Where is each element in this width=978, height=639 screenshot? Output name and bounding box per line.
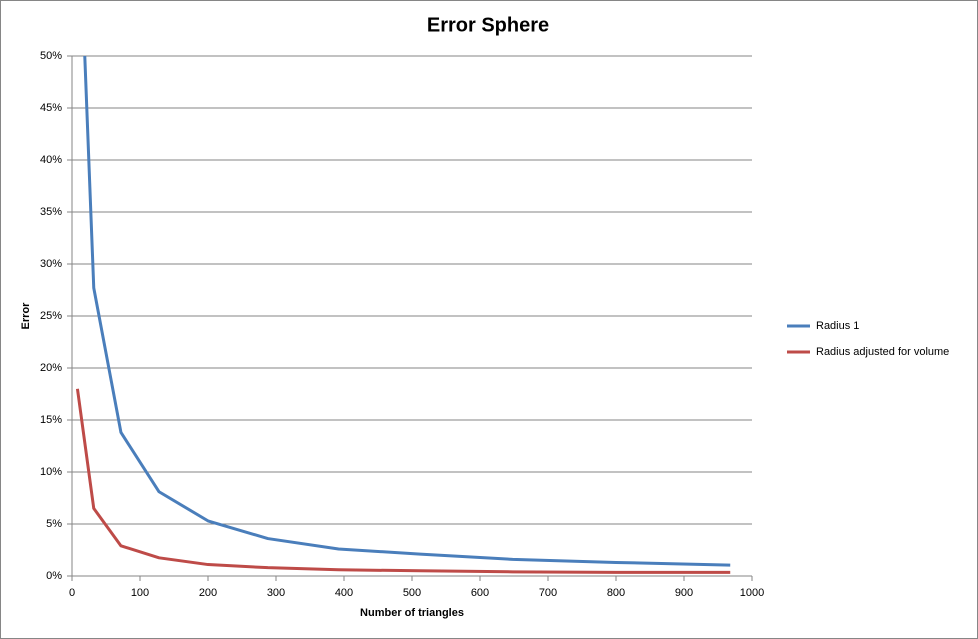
x-tick-label: 900 (675, 587, 693, 599)
x-tick-label: 800 (607, 587, 625, 599)
y-tick-label: 45% (40, 102, 62, 114)
x-tick-label: 400 (335, 587, 353, 599)
x-tick-label: 200 (199, 587, 217, 599)
x-tick-label: 0 (69, 587, 75, 599)
legend-label: Radius adjusted for volume (816, 346, 949, 358)
y-tick-label: 10% (40, 466, 62, 478)
y-tick-label: 40% (40, 154, 62, 166)
y-tick-label: 15% (40, 414, 62, 426)
x-tick-label: 700 (539, 587, 557, 599)
y-tick-label: 30% (40, 258, 62, 270)
x-tick-label: 500 (403, 587, 421, 599)
y-tick-label: 20% (40, 362, 62, 374)
x-axis-label: Number of triangles (360, 607, 464, 619)
y-tick-label: 0% (46, 570, 62, 582)
x-tick-label: 100 (131, 587, 149, 599)
chart-title: Error Sphere (427, 14, 549, 36)
y-tick-label: 5% (46, 518, 62, 530)
x-tick-label: 300 (267, 587, 285, 599)
data-line (75, 388, 731, 574)
x-tick-label: 1000 (740, 587, 764, 599)
plot-area (75, 56, 731, 574)
legend-label: Radius 1 (816, 320, 859, 332)
y-axis-label: Error (20, 302, 32, 330)
y-tick-label: 50% (40, 50, 62, 62)
x-tick-label: 600 (471, 587, 489, 599)
data-line (83, 56, 731, 567)
y-tick-label: 35% (40, 206, 62, 218)
y-tick-label: 25% (40, 310, 62, 322)
